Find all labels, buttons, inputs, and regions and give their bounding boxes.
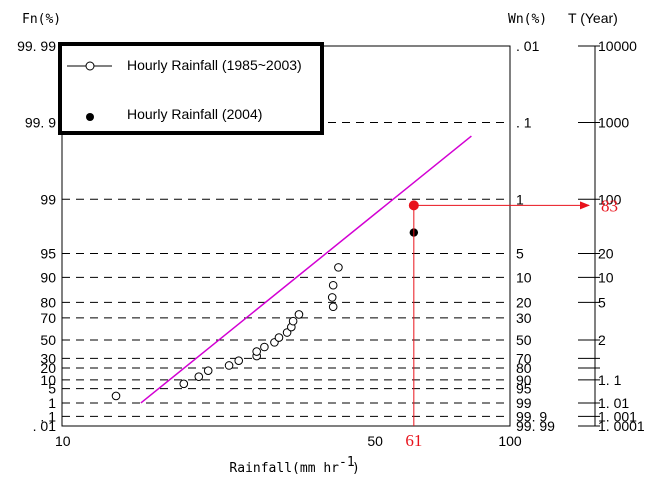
- data-point-1985-2003: [179, 379, 189, 389]
- fn-tick-label: . 1: [40, 408, 56, 424]
- fn-tick-label: 20: [40, 360, 56, 376]
- fn-tick-label: 70: [40, 310, 56, 326]
- data-point-1985-2003: [224, 361, 234, 370]
- x-tick-label: 50: [367, 433, 383, 449]
- fn-tick-label: 90: [40, 269, 56, 285]
- wn-tick-label: 1: [516, 191, 524, 207]
- data-point-1985-2003: [203, 366, 213, 375]
- fit-line: [140, 135, 472, 404]
- wn-tick-label: . 1: [516, 115, 532, 131]
- x-axis-title-superscript: -1: [339, 455, 355, 470]
- x-axis-title-close: ): [352, 461, 360, 476]
- wn-axis-title: Wn(%): [508, 12, 547, 27]
- wn-tick-label: 95: [516, 381, 532, 397]
- wn-tick-label: 50: [516, 332, 532, 348]
- return-period-tick-label: 10: [598, 269, 614, 285]
- data-point-1985-2003: [111, 391, 121, 401]
- return-period-tick-label: 20: [598, 245, 614, 261]
- legend-box: [58, 42, 324, 135]
- return-period-tick-label: 10000: [598, 38, 637, 54]
- data-point-1985-2003: [194, 372, 204, 381]
- return-period-tick-label: 1. 0001: [598, 418, 645, 434]
- fn-tick-label: 10: [40, 372, 56, 388]
- data-point-1985-2003: [327, 293, 337, 302]
- wn-tick-label: . 01: [516, 38, 540, 54]
- return-period-tick-label: 1. 01: [598, 395, 629, 411]
- open-circle-marker-icon: [85, 61, 95, 71]
- fn-tick-label: 50: [40, 332, 56, 348]
- data-point-1985-2003: [252, 347, 261, 356]
- data-point-1985-2003: [328, 302, 338, 312]
- data-points: [111, 228, 419, 401]
- return-period-tick-label: 1000: [598, 115, 629, 131]
- data-point-1985-2003: [274, 333, 284, 342]
- fn-tick-label: 99. 99: [17, 38, 56, 54]
- annotation: 61 83: [405, 196, 618, 450]
- return-period-tick-label: 1. 001: [598, 408, 637, 424]
- fn-tick-label: 99: [40, 191, 56, 207]
- grid-lines: [62, 122, 510, 417]
- x-tick-labels: 10 50 100: [55, 433, 522, 449]
- annotation-return-period-label: 83: [601, 196, 618, 215]
- legend-label-series-1: Hourly Rainfall (1985~2003): [127, 57, 302, 73]
- fn-tick-label: . 01: [33, 418, 57, 434]
- wn-tick-label: 5: [516, 245, 524, 261]
- wn-tick-label: 80: [516, 360, 532, 376]
- wn-tick-label: 90: [516, 372, 532, 388]
- wn-tick-label: 99: [516, 395, 532, 411]
- data-point-1985-2003: [288, 316, 298, 326]
- fn-axis-title: Fn(%): [22, 12, 61, 27]
- wn-tick-label: 70: [516, 350, 532, 366]
- filled-circle-marker-icon: [86, 113, 94, 121]
- wn-tick-label: 30: [516, 310, 532, 326]
- data-point-1985-2003: [334, 263, 343, 272]
- x-axis-title: Rainfall(mm hr: [229, 461, 339, 476]
- return-period-axis-title: T (Year): [568, 10, 618, 26]
- wn-tick-label: 99. 99: [516, 418, 555, 434]
- annotation-x-label: 61: [405, 431, 422, 450]
- fn-tick-label: 99. 9: [25, 115, 56, 131]
- data-point-1985-2003: [234, 356, 244, 365]
- wn-tick-label: 20: [516, 294, 532, 310]
- fn-tick-label: 95: [40, 245, 56, 261]
- fn-tick-label: 5: [48, 381, 56, 397]
- return-period-tick-label: 1. 1: [598, 372, 622, 388]
- legend: Hourly Rainfall (1985~2003) Hourly Rainf…: [58, 42, 324, 135]
- return-period-tick-label: 2: [598, 332, 606, 348]
- x-tick-label: 10: [55, 433, 71, 449]
- data-point-1985-2003: [260, 342, 269, 352]
- fn-tick-label: 1: [48, 395, 56, 411]
- annotation-point: [408, 200, 419, 211]
- wn-tick-label: 99. 9: [516, 408, 547, 424]
- data-point-1985-2003: [294, 310, 304, 319]
- wn-tick-label: 10: [516, 269, 532, 285]
- fn-tick-label: 80: [40, 294, 56, 310]
- return-period-tick-label: 100: [598, 191, 622, 207]
- fn-tick-label: 30: [40, 350, 56, 366]
- return-period-tick-label: 5: [598, 294, 606, 310]
- x-tick-label: 100: [498, 433, 522, 449]
- data-point-1985-2003: [328, 280, 338, 290]
- legend-label-series-2: Hourly Rainfall (2004): [127, 106, 262, 122]
